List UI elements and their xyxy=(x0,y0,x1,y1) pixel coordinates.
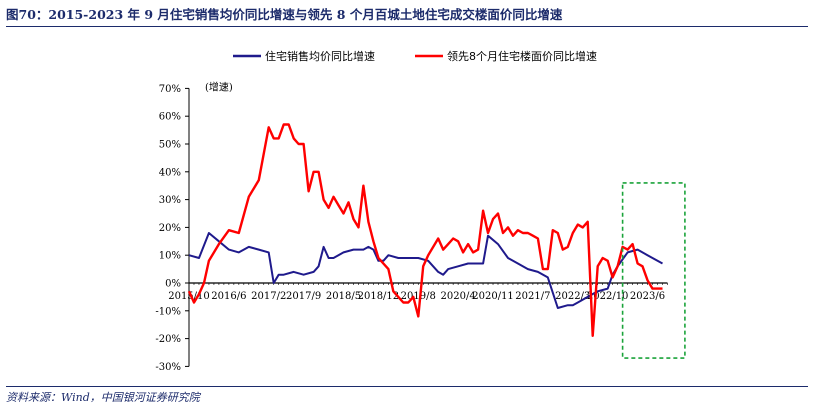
highlight-annotation xyxy=(621,182,686,359)
y-tick-label: 30% xyxy=(159,195,181,206)
x-tick-label: 2019/8 xyxy=(401,291,436,302)
y-tick-label: 10% xyxy=(159,251,181,262)
y-tick-label: 20% xyxy=(159,223,181,234)
y-axis-label: (增速) xyxy=(205,80,233,93)
x-tick-label: 2023/6 xyxy=(630,291,665,302)
source-rule xyxy=(6,386,808,387)
x-tick-label: 2015/10 xyxy=(168,291,210,302)
y-tick-label: 0% xyxy=(165,279,181,290)
y-tick-label: 60% xyxy=(159,112,181,123)
chart-title: 图70：2015-2023 年 9 月住宅销售均价同比增速与领先 8 个月百城土… xyxy=(6,7,563,22)
y-tick-label: -20% xyxy=(155,334,181,345)
y-tick-label: 70% xyxy=(159,84,181,95)
x-tick-label: 2021/7 xyxy=(515,291,550,302)
title-rule xyxy=(6,26,808,27)
y-tick-label: 40% xyxy=(159,167,181,178)
series-lines xyxy=(187,123,663,337)
legend: 住宅销售均价同比增速 领先8个月住宅楼面价同比增速 xyxy=(233,49,597,63)
y-tick-label: 50% xyxy=(159,140,181,151)
x-tick-label: 2022/10 xyxy=(587,291,629,302)
series-line-1 xyxy=(188,232,663,309)
x-tick-label: 2018/5 xyxy=(326,291,361,302)
y-tick-label: -10% xyxy=(155,306,181,317)
legend-label-2: 领先8个月住宅楼面价同比增速 xyxy=(447,49,597,63)
x-tick-label: 2022/3 xyxy=(555,291,590,302)
y-axis: -30% -20% -10% 0% 10% 20% 30% 40% 50% 60% 70% xyxy=(155,84,190,373)
legend-label-1: 住宅销售均价同比增速 xyxy=(265,49,375,63)
x-tick-label: 2020/4 xyxy=(441,291,476,302)
x-tick-label: 2017/2 xyxy=(251,291,286,302)
x-tick-label: 2016/6 xyxy=(211,291,246,302)
source-note: 资料来源：Wind，中国银河证券研究院 xyxy=(6,391,200,404)
x-tick-label: 2018/12 xyxy=(358,291,400,302)
x-tick-label: 2017/9 xyxy=(286,291,321,302)
highlight-box xyxy=(621,182,686,359)
x-tick-label: 2020/11 xyxy=(472,291,514,302)
y-tick-label: -30% xyxy=(155,362,181,373)
series-line-2 xyxy=(187,123,663,337)
